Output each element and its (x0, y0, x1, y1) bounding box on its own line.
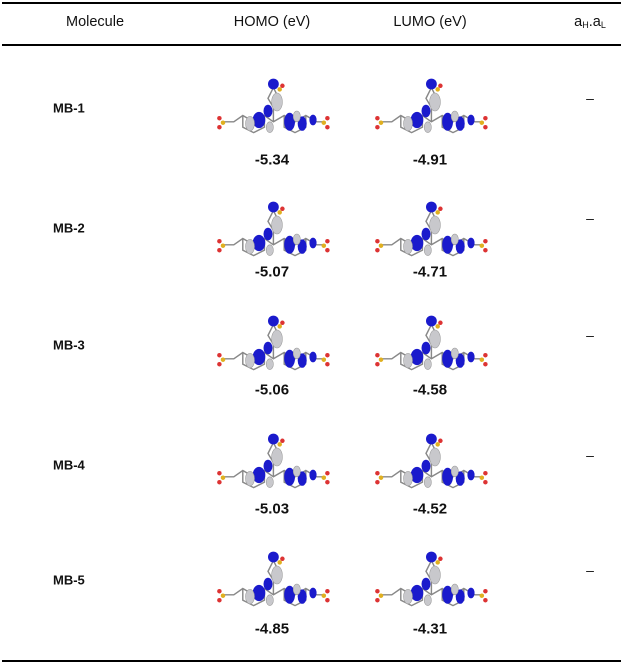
orbital-image (210, 548, 335, 625)
orbital-image (368, 430, 493, 507)
orbital-svg (210, 548, 335, 620)
ratio-value: – (586, 327, 594, 343)
orbital-svg (210, 430, 335, 502)
homo-value: -5.03 (254, 500, 290, 518)
bottom-rule (2, 660, 621, 662)
header-text: .a (588, 14, 601, 30)
header-text: L (600, 20, 606, 30)
homo-value: -5.34 (254, 151, 290, 169)
header-text: a (574, 14, 583, 30)
header-rule (2, 44, 621, 46)
orbital-svg (368, 198, 493, 270)
lumo-value: -4.91 (412, 151, 448, 169)
header-text: H (582, 20, 589, 30)
homo-value: -5.06 (254, 381, 290, 399)
molecule-label: MB-2 (53, 220, 85, 236)
orbital-image (368, 75, 493, 152)
lumo-value: -4.52 (412, 500, 448, 518)
header-cell: aH.aL (574, 14, 606, 30)
orbital-svg (210, 75, 335, 147)
homo-value: -5.07 (254, 263, 290, 281)
orbital-image (368, 312, 493, 389)
ratio-value: – (586, 447, 594, 463)
molecule-label: MB-3 (53, 337, 85, 353)
lumo-value: -4.31 (412, 620, 448, 638)
orbital-image (210, 430, 335, 507)
molecule-label: MB-4 (53, 457, 85, 473)
header-cell: LUMO (eV) (393, 14, 467, 30)
molecule-label: MB-5 (53, 572, 85, 588)
ratio-value: – (586, 562, 594, 578)
ratio-value: – (586, 210, 594, 226)
orbital-svg (210, 198, 335, 270)
top-rule (2, 2, 621, 4)
orbital-svg (368, 312, 493, 384)
orbital-svg (368, 430, 493, 502)
header-cell: Molecule (65, 14, 125, 30)
orbital-svg (368, 548, 493, 620)
orbital-image (210, 75, 335, 152)
ratio-value: – (586, 90, 594, 106)
molecule-label: MB-1 (53, 100, 85, 116)
orbital-image (368, 548, 493, 625)
lumo-value: -4.58 (412, 381, 448, 399)
orbital-svg (210, 312, 335, 384)
orbital-svg (368, 75, 493, 147)
orbital-image (210, 312, 335, 389)
homo-value: -4.85 (254, 620, 290, 638)
lumo-value: -4.71 (412, 263, 448, 281)
header-cell: HOMO (eV) (233, 14, 311, 30)
